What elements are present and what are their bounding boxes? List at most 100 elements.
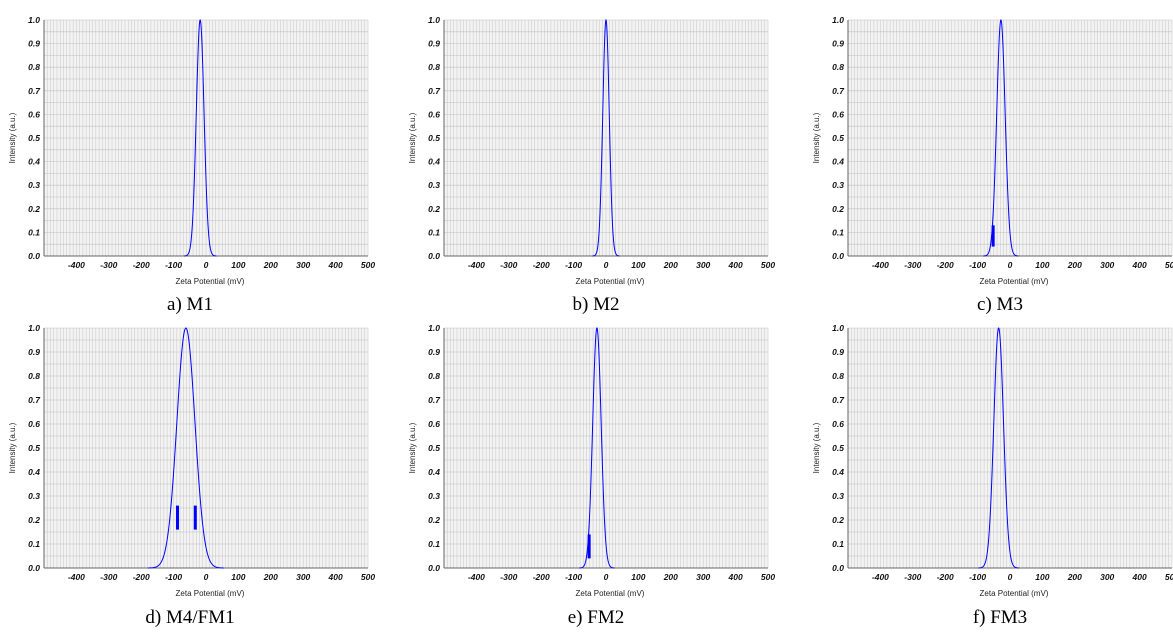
y-tick-label: 0.0 bbox=[28, 563, 40, 573]
x-tick-label: 200 bbox=[663, 260, 678, 270]
grid bbox=[847, 19, 1173, 257]
x-axis-label: Zeta Potential (mV) bbox=[576, 277, 645, 286]
y-tick-label: 0.2 bbox=[28, 515, 40, 525]
y-tick-label: 1.0 bbox=[28, 323, 40, 333]
series-line bbox=[978, 327, 1020, 569]
x-tick-label: 100 bbox=[631, 572, 645, 582]
y-tick-label: 0.4 bbox=[28, 157, 40, 167]
y-tick-label: 0.7 bbox=[832, 395, 845, 405]
y-tick-label: 0.1 bbox=[28, 539, 40, 549]
y-tick-label: 1.0 bbox=[28, 15, 40, 25]
caption-m4-fm1: d) M4/FM1 bbox=[145, 607, 235, 628]
x-tick-label: -200 bbox=[937, 572, 954, 582]
y-tick-label: 0.8 bbox=[28, 62, 40, 72]
x-tick-label: -300 bbox=[100, 572, 117, 582]
x-tick-label: -300 bbox=[500, 572, 517, 582]
y-tick-label: 1.0 bbox=[832, 323, 844, 333]
y-tick-label: 1.0 bbox=[428, 15, 440, 25]
series-line bbox=[592, 18, 620, 257]
series-marker bbox=[175, 505, 179, 530]
x-tick-label: -400 bbox=[468, 260, 485, 270]
y-tick-label: 1.0 bbox=[428, 323, 440, 333]
y-tick-label: 0.4 bbox=[428, 157, 440, 167]
chart-fm2: 0.0 0.1 0.2 0.3 0.4 0.5 0.6 0.7 0.8 0.9 1.0 -400 -30… bbox=[408, 323, 775, 598]
x-tick-label: -400 bbox=[872, 260, 889, 270]
y-tick-label: 0.4 bbox=[428, 467, 440, 477]
chart-m2: 0.0 0.1 0.2 0.3 0.4 0.5 0.6 0.7 0.8 0.9 1.0 -400 -30… bbox=[408, 15, 775, 286]
y-tick-label: 0.6 bbox=[428, 109, 440, 119]
x-tick-label: -100 bbox=[565, 572, 582, 582]
x-tick-label: 200 bbox=[663, 572, 678, 582]
y-tick-label: 0.1 bbox=[832, 227, 844, 237]
y-tick-label: 0.5 bbox=[428, 443, 440, 453]
y-tick-label: 0.7 bbox=[428, 86, 441, 96]
y-tick-label: 0.7 bbox=[428, 395, 441, 405]
caption-m1: a) M1 bbox=[167, 294, 213, 315]
y-tick-label: 0.6 bbox=[28, 109, 40, 119]
y-axis-label: Intensity (a.u.) bbox=[8, 112, 17, 163]
grid bbox=[847, 327, 1173, 569]
y-tick-label: 0.9 bbox=[832, 39, 844, 49]
x-tick-label: 500 bbox=[761, 572, 775, 582]
x-axis-label: Zeta Potential (mV) bbox=[176, 589, 245, 598]
y-axis-label: Intensity (a.u.) bbox=[812, 112, 821, 163]
y-tick-label: 0.4 bbox=[832, 467, 844, 477]
y-tick-label: 0.0 bbox=[832, 251, 844, 261]
x-axis-label: Zeta Potential (mV) bbox=[980, 277, 1049, 286]
series-marker bbox=[587, 534, 591, 559]
caption-m2: b) M2 bbox=[572, 294, 620, 315]
y-tick-label: 0.4 bbox=[28, 467, 40, 477]
chart-fm3: 0.0 0.1 0.2 0.3 0.4 0.5 0.6 0.7 0.8 0.9 1.0 -400 -30… bbox=[812, 323, 1173, 598]
series-line bbox=[183, 19, 217, 257]
x-tick-label: 0 bbox=[204, 260, 209, 270]
x-tick-label: 300 bbox=[696, 260, 710, 270]
y-tick-label: 0.5 bbox=[832, 443, 844, 453]
x-tick-label: 500 bbox=[361, 572, 375, 582]
grid bbox=[443, 327, 769, 569]
y-tick-label: 0.1 bbox=[832, 539, 844, 549]
x-tick-label: 0 bbox=[204, 572, 209, 582]
x-tick-label: -200 bbox=[133, 572, 150, 582]
x-tick-label: 300 bbox=[296, 260, 310, 270]
grid bbox=[43, 19, 369, 257]
x-tick-label: 500 bbox=[1165, 260, 1173, 270]
x-tick-label: 100 bbox=[1035, 572, 1049, 582]
chart-panel-m3: 0.0 0.1 0.2 0.3 0.4 0.5 0.6 0.7 0.8 0.9 1.0 -400 -30… bbox=[808, 12, 1173, 294]
y-tick-label: 0.4 bbox=[832, 157, 844, 167]
y-tick-label: 0.7 bbox=[832, 86, 845, 96]
y-tick-label: 0.0 bbox=[832, 563, 844, 573]
y-axis-label: Intensity (a.u.) bbox=[408, 422, 417, 473]
x-tick-label: -200 bbox=[533, 260, 550, 270]
y-tick-label: 0.5 bbox=[832, 133, 844, 143]
grid bbox=[443, 19, 769, 257]
y-tick-label: 0.6 bbox=[428, 419, 440, 429]
x-tick-label: 400 bbox=[728, 260, 743, 270]
y-tick-label: 0.3 bbox=[28, 180, 40, 190]
y-tick-label: 0.6 bbox=[28, 419, 40, 429]
chart-panel-fm3: 0.0 0.1 0.2 0.3 0.4 0.5 0.6 0.7 0.8 0.9 1.0 -400 -30… bbox=[808, 320, 1173, 606]
x-tick-label: 0 bbox=[1008, 260, 1013, 270]
x-tick-label: 0 bbox=[604, 572, 609, 582]
x-tick-label: 400 bbox=[1132, 260, 1147, 270]
x-tick-label: 200 bbox=[1067, 572, 1082, 582]
x-tick-label: 200 bbox=[263, 260, 278, 270]
y-tick-label: 0.2 bbox=[832, 204, 844, 214]
x-tick-label: 300 bbox=[1100, 572, 1114, 582]
y-tick-label: 0.2 bbox=[832, 515, 844, 525]
x-tick-label: 400 bbox=[328, 260, 343, 270]
x-tick-label: -200 bbox=[937, 260, 954, 270]
x-tick-label: -400 bbox=[872, 572, 889, 582]
x-tick-label: -400 bbox=[68, 572, 85, 582]
chart-panel-m2: 0.0 0.1 0.2 0.3 0.4 0.5 0.6 0.7 0.8 0.9 1.0 -400 -30… bbox=[404, 12, 776, 294]
x-tick-label: 0 bbox=[604, 260, 609, 270]
x-tick-label: 100 bbox=[631, 260, 645, 270]
x-tick-label: -300 bbox=[904, 260, 921, 270]
chart-m4-fm1: 0.0 0.1 0.2 0.3 0.4 0.5 0.6 0.7 0.8 0.9 1.0 -400 -30… bbox=[8, 323, 375, 598]
x-tick-label: 100 bbox=[231, 572, 245, 582]
x-tick-label: 500 bbox=[761, 260, 775, 270]
y-tick-label: 1.0 bbox=[832, 15, 844, 25]
y-tick-label: 0.2 bbox=[428, 515, 440, 525]
x-tick-label: 500 bbox=[1165, 572, 1173, 582]
x-tick-label: 200 bbox=[1067, 260, 1082, 270]
y-tick-label: 0.9 bbox=[28, 347, 40, 357]
